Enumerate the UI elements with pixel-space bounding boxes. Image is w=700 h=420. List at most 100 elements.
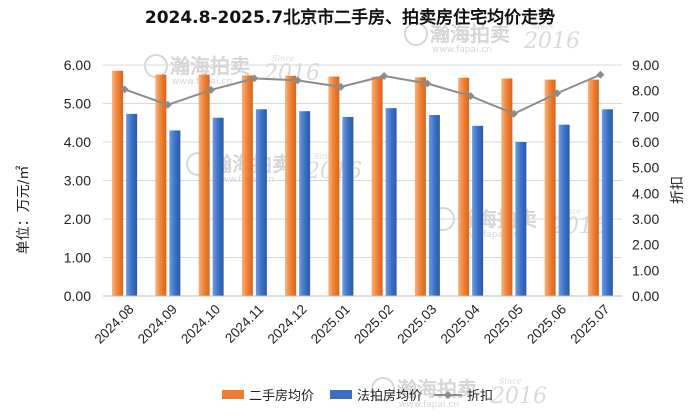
x-tick-label: 2025.04: [438, 301, 483, 346]
x-tick-label: 2024.08: [92, 302, 137, 347]
discount-polyline: [124, 73, 601, 115]
watermark-since: Since: [272, 54, 295, 63]
discount-line: [120, 70, 605, 118]
legend-swatch: [222, 390, 244, 399]
watermark-since: Since: [559, 207, 582, 216]
y2-tick-label: 4.00: [632, 185, 659, 201]
discount-marker: [553, 89, 562, 98]
bar-auction: [126, 113, 138, 297]
watermark-name: 瀚海拍卖: [397, 377, 477, 401]
discount-marker: [207, 85, 216, 94]
legend-marker: [444, 391, 452, 399]
chart-title: 2024.8-2025.7北京市二手房、拍卖房住宅均价走势: [145, 7, 555, 28]
y2-tick-label: 8.00: [632, 83, 659, 99]
bar-resale: [587, 79, 599, 296]
x-tick-label: 2025.03: [394, 302, 439, 347]
bar-resale: [241, 75, 253, 297]
watermark-year: 2016: [523, 29, 580, 54]
discount-marker: [336, 82, 345, 91]
bar-resale: [155, 74, 167, 296]
watermark-name: 瀚海拍卖: [430, 22, 510, 46]
watermark-logo-icon: [404, 22, 428, 46]
y-tick-label: 6.00: [64, 57, 91, 73]
discount-marker: [596, 70, 605, 79]
bar-resale: [328, 76, 340, 296]
discount-marker: [163, 100, 172, 109]
bar-resale: [414, 77, 426, 296]
watermark-url: www.fapai.cn: [399, 400, 459, 410]
watermark-logo-icon: [371, 377, 395, 401]
y2-tick-label: 2.00: [632, 237, 659, 253]
discount-marker: [423, 79, 432, 88]
watermark-url: www.fapai.cn: [459, 230, 519, 240]
y2-tick-label: 6.00: [632, 134, 659, 150]
bar-auction: [601, 109, 613, 297]
y2-tick-label: 9.00: [632, 57, 659, 73]
watermark-since: Since: [314, 152, 337, 161]
bar-auction: [342, 116, 354, 296]
watermark-url: www.fapai.cn: [432, 45, 492, 55]
discount-marker: [509, 109, 518, 118]
watermark-name: 瀚海拍卖: [170, 54, 250, 78]
bar-auction: [169, 130, 181, 296]
bars: [112, 70, 613, 297]
bar-resale: [544, 79, 556, 296]
y-tick-label: 4.00: [64, 134, 91, 150]
x-tick-label: 2024.09: [135, 302, 180, 347]
y-tick-label: 1.00: [64, 250, 91, 266]
x-tick-label: 2025.06: [524, 302, 569, 347]
bar-auction: [385, 108, 397, 297]
x-tick-label: 2025.01: [308, 302, 353, 347]
legend: 二手房均价 法拍房均价 折扣: [222, 388, 493, 404]
x-tick-label: 2024.10: [178, 302, 223, 347]
bar-resale: [501, 78, 513, 296]
y2-tick-label: 7.00: [632, 108, 659, 124]
discount-marker: [466, 92, 475, 101]
y-tick-label: 0.00: [64, 288, 91, 304]
y-axis-left: 0.00 1.00 2.00 3.00 4.00 5.00 6.00: [64, 57, 91, 304]
discount-marker: [380, 72, 389, 81]
y-tick-label: 5.00: [64, 96, 91, 112]
watermark-logo-icon: [144, 54, 168, 78]
watermark-since: Since: [532, 22, 555, 31]
bar-auction: [515, 142, 527, 296]
y2-tick-label: 1.00: [632, 262, 659, 278]
legend-label: 法拍房均价: [357, 388, 422, 404]
y-tick-label: 2.00: [64, 211, 91, 227]
bar-resale: [371, 76, 383, 296]
x-tick-label: 2024.11: [222, 302, 266, 346]
x-tick-label: 2024.12: [265, 302, 310, 347]
x-tick-label: 2025.07: [567, 302, 612, 347]
x-axis: 2024.082024.092024.102024.112024.122025.…: [92, 295, 622, 347]
watermark-year: 2016: [490, 384, 547, 409]
x-tick-label: 2025.02: [351, 302, 396, 347]
bar-auction: [428, 115, 440, 296]
y-axis-right: 0.00 1.00 2.00 3.00 4.00 5.00 6.00 7.00 8.00 9.00: [632, 57, 659, 304]
y2-axis-title: 折扣: [670, 176, 686, 204]
discount-marker: [293, 76, 302, 85]
discount-marker: [250, 74, 259, 83]
y2-tick-label: 3.00: [632, 211, 659, 227]
bar-auction: [255, 109, 267, 297]
discount-marker: [120, 85, 129, 94]
bar-auction: [558, 124, 570, 296]
y2-tick-label: 5.00: [632, 160, 659, 176]
y-tick-label: 3.00: [64, 173, 91, 189]
x-tick-label: 2025.05: [481, 302, 526, 347]
bar-resale: [285, 75, 297, 296]
y-axis-title: 单位：万元/㎡: [16, 166, 32, 255]
bar-resale: [458, 77, 470, 296]
bar-resale: [198, 74, 210, 296]
legend-label: 二手房均价: [249, 388, 314, 404]
legend-label: 折扣: [467, 389, 493, 404]
bar-auction: [212, 117, 224, 297]
legend-swatch: [330, 390, 352, 399]
bar-auction: [472, 125, 484, 296]
bar-resale: [112, 70, 124, 297]
y2-tick-label: 0.00: [632, 288, 659, 304]
bar-auction: [299, 111, 311, 296]
watermark-since: Since: [499, 377, 522, 386]
